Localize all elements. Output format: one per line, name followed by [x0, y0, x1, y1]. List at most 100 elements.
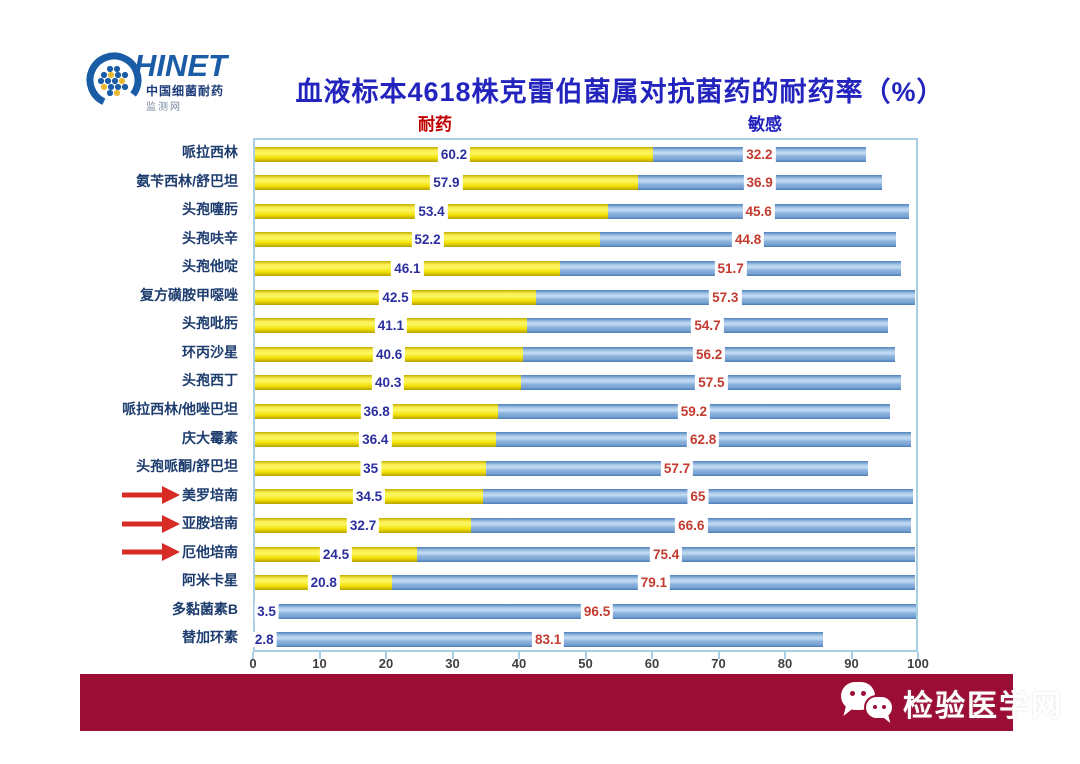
resistant-value-label: 53.4 — [415, 203, 448, 219]
x-tick — [451, 652, 454, 659]
sensitive-value-label: 79.1 — [637, 575, 671, 591]
resistant-value-label: 42.5 — [379, 289, 412, 305]
category-label: 美罗培南 — [182, 486, 238, 503]
x-tick — [518, 652, 520, 659]
sensitive-value-label: 32.2 — [743, 146, 776, 162]
chart-title: 血液标本4618株克雷伯菌属对抗菌药的耐药率（%） — [295, 77, 945, 107]
bar-row: 41.1 54.7 — [255, 311, 916, 340]
bar-row: 2.8 83.1 — [251, 625, 916, 654]
category-label: 头孢吡肟 — [182, 315, 238, 332]
bar-row: 34.5 65 — [255, 483, 916, 512]
sensitive-value-label: 57.3 — [709, 289, 742, 305]
bar-row: 32.7 66.6 — [255, 511, 916, 540]
x-tick-label: 20 — [378, 656, 394, 671]
bar-row: 46.1 51.7 — [255, 254, 916, 283]
chinet-logo-icon — [86, 52, 142, 108]
resistant-value-label: 32.7 — [346, 517, 380, 533]
chinet-logo-subtitle: 中国细菌耐药 — [146, 84, 225, 98]
bar-row: 42.5 57.3 — [255, 283, 916, 312]
bar-row: 36.8 59.2 — [255, 397, 916, 426]
resistant-value-label: 36.4 — [359, 432, 392, 448]
category-label: 厄他培南 — [182, 543, 238, 560]
sensitive-value-label: 65 — [687, 489, 709, 505]
category-label: 头孢西丁 — [182, 372, 238, 389]
plot-area: 60.2 32.2 57.9 36.9 53.4 45.6 52.2 44.8 46.1 51.7… — [251, 138, 918, 654]
x-tick-label: 10 — [312, 656, 327, 671]
bar-row: 52.2 44.8 — [255, 226, 916, 255]
resistant-value-label: 40.6 — [373, 346, 406, 362]
resistant-value-label: 41.1 — [374, 318, 407, 334]
resistant-value-label: 24.5 — [319, 546, 353, 562]
footer-band: 检验医学网 — [80, 674, 1061, 731]
x-tick — [252, 652, 254, 659]
category-labels: 哌拉西林 氨苄西林/舒巴坦 头孢噻肟 头孢呋辛 头孢他啶 复方磺胺甲噁唑 头孢吡肟 环丙沙星头… — [0, 138, 246, 652]
sensitive-value-label: 62.8 — [687, 432, 720, 448]
x-tick-label: 70 — [711, 656, 726, 671]
sensitive-value-label: 44.8 — [731, 232, 765, 248]
x-tick-label: 0 — [249, 656, 257, 671]
x-tick-label: 100 — [907, 656, 929, 671]
resistant-value-label: 60.2 — [437, 146, 471, 162]
resistant-value-label: 20.8 — [307, 575, 340, 591]
category-label: 替加环素 — [182, 629, 238, 646]
x-tick-label: 40 — [511, 656, 527, 671]
bar-row: 57.9 36.9 — [255, 169, 916, 198]
sensitive-value-label: 57.5 — [695, 375, 728, 391]
bar-row: 53.4 45.6 — [255, 197, 916, 226]
x-tick-label: 30 — [445, 656, 460, 671]
category-label: 氨苄西林/舒巴坦 — [136, 172, 238, 189]
category-label: 亚胺培南 — [182, 515, 238, 532]
highlight-arrow-icon — [122, 485, 180, 504]
bar-row: 3.5 96.5 — [254, 597, 916, 626]
category-label: 庆大霉素 — [182, 429, 238, 446]
chinet-logo: HINET 中国细菌耐药 监测网 — [84, 48, 274, 118]
bar-row: 60.2 32.2 — [255, 140, 916, 169]
category-label: 头孢噻肟 — [182, 201, 238, 218]
bar-row: 36.4 62.8 — [255, 426, 916, 455]
resistant-value-label: 36.8 — [360, 403, 393, 419]
x-tick — [584, 652, 587, 659]
sensitive-value-label: 36.9 — [743, 175, 776, 191]
category-label: 复方磺胺甲噁唑 — [140, 286, 238, 303]
category-label: 多黏菌素B — [171, 600, 238, 617]
sensitive-value-label: 54.7 — [691, 318, 724, 334]
highlight-arrow-icon — [122, 514, 180, 533]
sensitive-value-label: 56.2 — [692, 346, 726, 362]
category-label: 阿米卡星 — [182, 572, 238, 589]
legend-sensitive: 敏感 — [748, 115, 782, 134]
footer-brand: 检验医学网 — [841, 680, 1063, 726]
category-label: 哌拉西林 — [182, 144, 238, 160]
resistant-value-label: 2.8 — [251, 632, 277, 648]
chinet-logo-subtitle2: 监测网 — [146, 102, 182, 113]
category-label: 头孢呋辛 — [182, 229, 238, 246]
resistant-value-label: 57.9 — [430, 175, 463, 191]
legend-resistant: 耐药 — [418, 115, 452, 134]
resistant-value-label: 40.3 — [372, 375, 405, 391]
sensitive-value-label: 57.7 — [660, 460, 694, 476]
sensitive-value-label: 66.6 — [675, 517, 708, 533]
resistant-value-label: 35 — [360, 460, 382, 476]
wechat-icon — [841, 680, 895, 726]
resistant-value-label: 3.5 — [254, 603, 279, 619]
resistant-value-label: 52.2 — [411, 232, 444, 248]
bar-row: 35 57.7 — [255, 454, 916, 483]
bar-row: 40.6 56.2 — [255, 340, 916, 369]
footer-brand-text: 检验医学网 — [903, 689, 1063, 723]
sensitive-value-label: 96.5 — [580, 603, 614, 619]
resistant-value-label: 46.1 — [391, 260, 424, 276]
x-tick-label: 50 — [578, 656, 593, 671]
x-tick — [318, 652, 321, 659]
x-tick-label: 60 — [644, 656, 660, 671]
x-tick — [850, 652, 853, 659]
sensitive-value-label: 51.7 — [714, 260, 747, 276]
category-label: 头孢哌酮/舒巴坦 — [136, 458, 238, 475]
highlight-arrow-icon — [122, 543, 180, 562]
bar-row: 40.3 57.5 — [255, 368, 916, 397]
category-label: 哌拉西林/他唑巴坦 — [122, 401, 238, 417]
bar-row: 24.5 75.4 — [255, 540, 916, 569]
x-tick-label: 80 — [777, 656, 793, 671]
x-tick — [385, 652, 387, 659]
x-tick — [717, 652, 720, 659]
x-tick — [917, 652, 919, 659]
